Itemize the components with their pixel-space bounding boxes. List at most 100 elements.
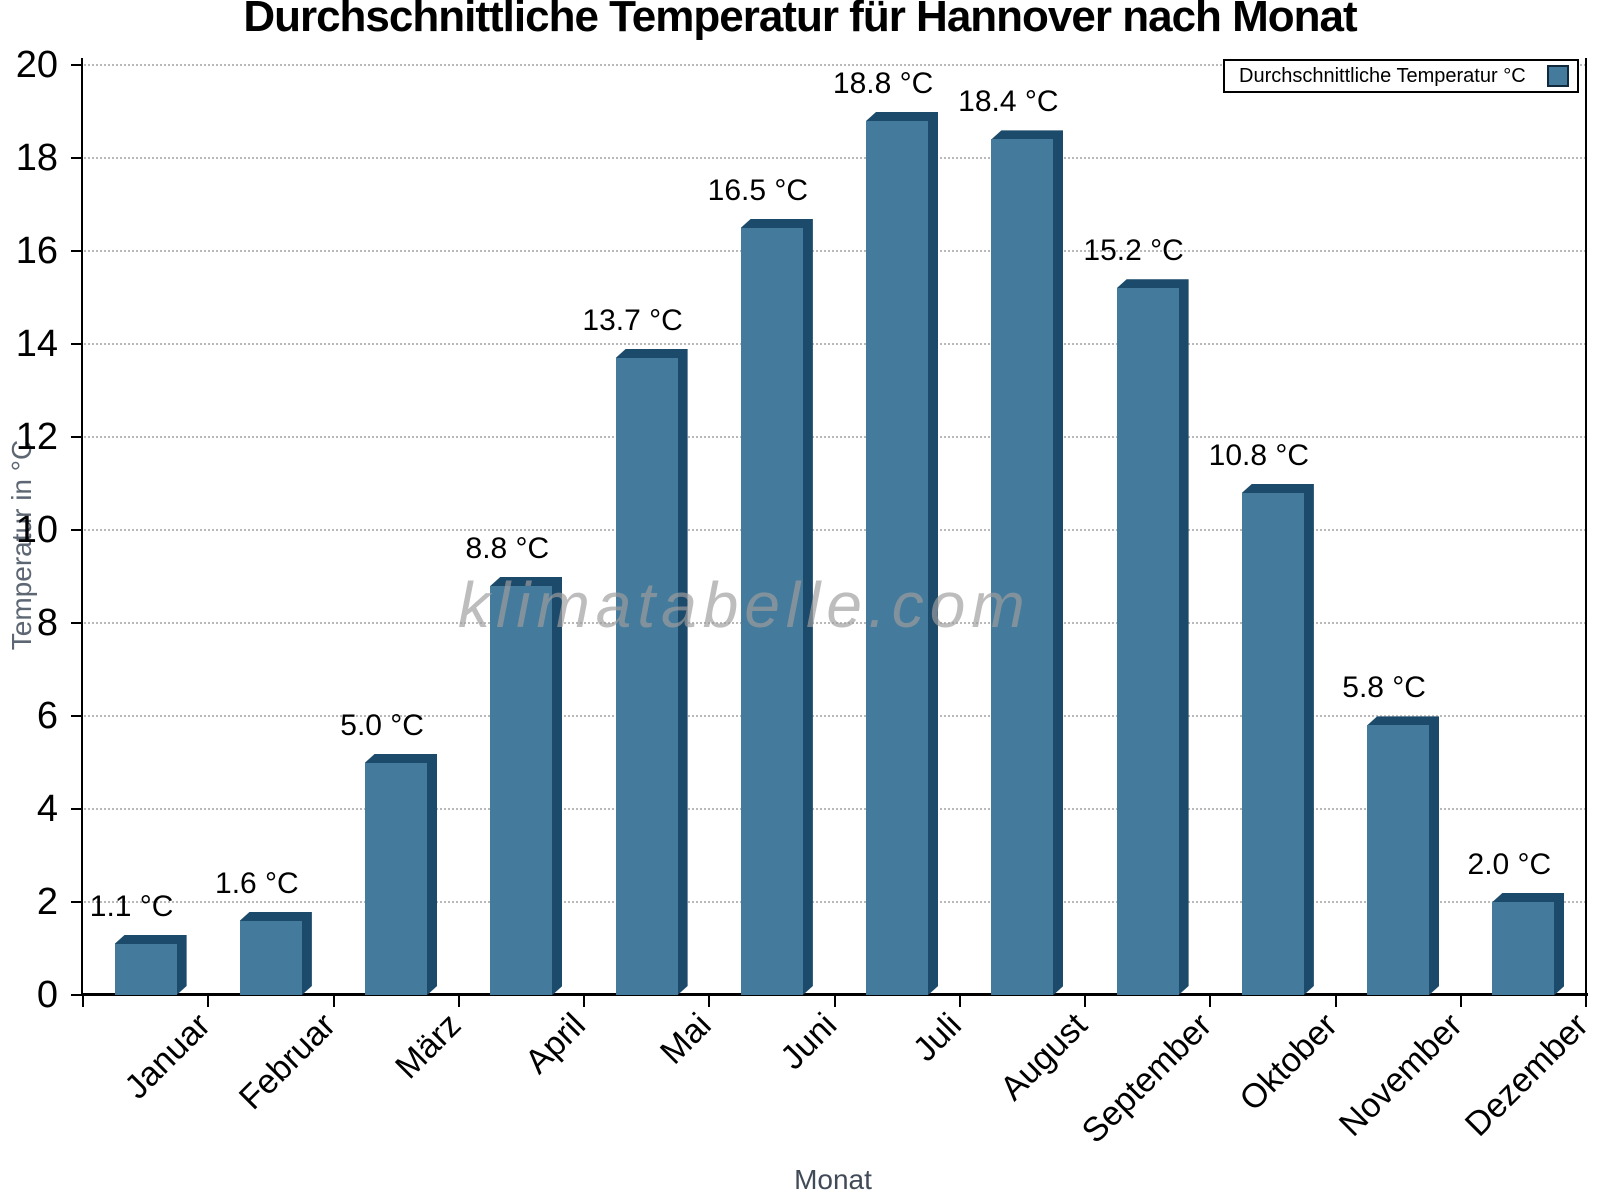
bar-face bbox=[365, 762, 428, 995]
bar-value-label: 18.8 °C bbox=[832, 66, 934, 100]
y-tick-label: 2 bbox=[36, 881, 58, 923]
y-tick-20 bbox=[71, 64, 83, 66]
x-category-label: März bbox=[387, 1006, 468, 1087]
x-tick bbox=[958, 995, 961, 1007]
x-tick bbox=[1334, 995, 1337, 1007]
legend-label: Durchschnittliche Temperatur °C bbox=[1239, 64, 1526, 87]
legend-color-swatch-icon bbox=[1547, 65, 1569, 87]
y-tick-16 bbox=[71, 250, 83, 252]
bar-face bbox=[114, 943, 177, 995]
plot-right-border bbox=[1585, 58, 1587, 995]
x-category-label: Juni bbox=[772, 1006, 844, 1077]
y-tick-label: 18 bbox=[15, 137, 58, 179]
gridline-16 bbox=[84, 250, 1586, 252]
bar-face bbox=[1367, 725, 1430, 995]
y-tick-14 bbox=[71, 343, 83, 345]
bar-februar bbox=[239, 912, 312, 995]
y-tick-label: 12 bbox=[15, 416, 58, 458]
x-category-label: Juli bbox=[906, 1006, 969, 1069]
x-category-label: November bbox=[1332, 1006, 1470, 1144]
x-axis-title: Monat bbox=[794, 1164, 872, 1195]
bar-märz bbox=[365, 754, 437, 995]
bar-juni bbox=[740, 219, 813, 995]
watermark: klimatabelle.com bbox=[458, 569, 1031, 641]
bar-face bbox=[615, 357, 678, 995]
x-category-label: Dezember bbox=[1457, 1006, 1596, 1144]
bar-dezember bbox=[1492, 893, 1564, 995]
y-tick-label: 4 bbox=[36, 788, 58, 830]
y-tick-10 bbox=[71, 529, 83, 531]
x-tick bbox=[457, 995, 460, 1007]
x-axis-line bbox=[81, 993, 1588, 996]
bar-value-label: 10.8 °C bbox=[1208, 438, 1310, 472]
y-tick-18 bbox=[71, 157, 83, 159]
x-tick bbox=[1459, 995, 1462, 1007]
y-tick-12 bbox=[71, 436, 83, 438]
x-category-label: August bbox=[992, 1006, 1095, 1108]
y-tick-label: 0 bbox=[36, 974, 58, 1016]
bar-value-label: 15.2 °C bbox=[1083, 234, 1184, 268]
x-category-label: Februar bbox=[231, 1006, 343, 1118]
y-tick-6 bbox=[71, 715, 83, 717]
bar-value-label: 16.5 °C bbox=[707, 173, 809, 207]
y-tick-label: 20 bbox=[15, 44, 58, 86]
y-tick-label: 16 bbox=[15, 230, 58, 272]
bar-september bbox=[1116, 279, 1189, 995]
chart-title: Durchschnittliche Temperatur für Hannove… bbox=[243, 0, 1357, 41]
bar-value-label: 8.8 °C bbox=[465, 531, 550, 565]
x-category-label: Oktober bbox=[1232, 1006, 1345, 1119]
gridline-6 bbox=[84, 715, 1586, 717]
x-tick bbox=[708, 995, 711, 1007]
x-tick bbox=[82, 995, 84, 1007]
y-tick-2 bbox=[71, 901, 83, 903]
bar-face bbox=[1492, 902, 1555, 995]
gridline-14 bbox=[84, 343, 1586, 345]
x-tick bbox=[1585, 995, 1587, 1007]
bar-value-label: 5.8 °C bbox=[1342, 671, 1426, 705]
gridline-18 bbox=[84, 157, 1586, 159]
bar-value-label: 2.0 °C bbox=[1467, 848, 1552, 881]
y-tick-label: 8 bbox=[36, 602, 58, 644]
y-axis-line bbox=[81, 58, 83, 995]
gridline-8 bbox=[84, 622, 1586, 624]
x-tick bbox=[1209, 995, 1212, 1007]
bar-face bbox=[740, 227, 803, 995]
gridline-20 bbox=[84, 64, 1586, 66]
bar-august bbox=[991, 130, 1063, 995]
bar-value-label: 1.6 °C bbox=[215, 866, 299, 900]
y-tick-0 bbox=[71, 994, 83, 996]
y-tick-label: 6 bbox=[36, 695, 58, 737]
legend: Durchschnittliche Temperatur °C bbox=[1223, 59, 1579, 93]
x-category-label: Januar bbox=[117, 1006, 218, 1107]
x-tick bbox=[833, 995, 836, 1007]
x-tick bbox=[1084, 995, 1086, 1007]
bar-november bbox=[1367, 716, 1439, 995]
bar-face bbox=[991, 139, 1054, 995]
x-category-label: April bbox=[518, 1006, 594, 1081]
x-tick bbox=[583, 995, 585, 1007]
gridline-4 bbox=[84, 808, 1586, 810]
bar-value-label: 5.0 °C bbox=[340, 708, 424, 742]
x-tick bbox=[332, 995, 335, 1007]
bar-value-label: 18.4 °C bbox=[958, 85, 1059, 119]
y-tick-label: 14 bbox=[15, 323, 58, 365]
bar-juli bbox=[866, 112, 938, 995]
bar-value-label: 1.1 °C bbox=[89, 889, 174, 923]
bar-januar bbox=[114, 935, 187, 995]
gridline-2 bbox=[84, 901, 1586, 903]
bar-face bbox=[1116, 288, 1179, 995]
bar-face bbox=[239, 920, 302, 995]
x-category-label: September bbox=[1075, 1006, 1220, 1151]
y-tick-4 bbox=[71, 808, 83, 810]
bar-value-label: 13.7 °C bbox=[582, 303, 683, 337]
gridline-12 bbox=[84, 436, 1586, 438]
bar-april bbox=[490, 577, 562, 995]
y-tick-8 bbox=[71, 622, 83, 624]
bar-face bbox=[1241, 492, 1304, 995]
x-category-label: Mai bbox=[652, 1006, 719, 1072]
x-tick bbox=[207, 995, 210, 1007]
bar-face bbox=[490, 585, 553, 995]
bar-face bbox=[866, 120, 929, 995]
bar-mai bbox=[615, 349, 688, 995]
